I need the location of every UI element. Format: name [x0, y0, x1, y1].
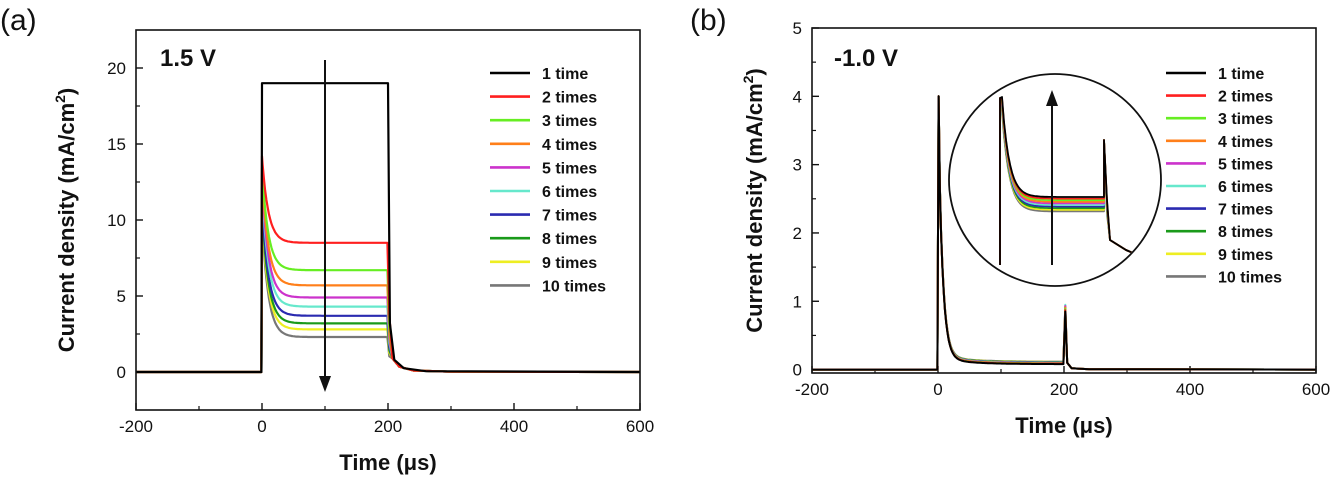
legend-entry: 6 times	[542, 184, 597, 201]
panel-a: (a) 1.5 V -200 0 200 400 600 0 5 10 15 20 1 time 2…	[0, 4, 654, 475]
series-line	[812, 95, 1317, 371]
x-tick-label: 600	[626, 417, 654, 436]
panel-b-series	[812, 95, 1317, 371]
series-line	[136, 167, 641, 374]
panel-a-x-axis-title: Time (μs)	[339, 450, 436, 475]
legend-entry: 5 times	[542, 160, 597, 177]
y-tick-label: 0	[793, 361, 802, 380]
series-line	[136, 82, 641, 374]
legend-entry: 10 times	[542, 278, 606, 295]
legend-entry: 5 times	[1218, 156, 1273, 173]
legend-entry: 10 times	[1218, 269, 1282, 286]
panel-a-annotation	[319, 60, 331, 392]
panel-a-label: (a)	[0, 4, 37, 37]
legend-entry: 2 times	[542, 90, 597, 107]
arrow-head-icon	[1046, 90, 1058, 106]
legend-entry: 2 times	[1218, 89, 1273, 106]
legend-entry: 1 time	[542, 66, 588, 83]
panel-b-plot-frame	[811, 27, 1317, 374]
panel-b-y-axis-title: Current density (mA/cm2)	[740, 68, 767, 333]
panel-a-legend: 1 time 2 times 3 times 4 times 5 times 6 time…	[490, 66, 606, 295]
series-line	[136, 179, 641, 374]
series-line	[136, 206, 641, 374]
inset-series	[999, 96, 1141, 265]
panel-b-label: (b)	[690, 4, 727, 37]
panel-a-plot-frame	[135, 29, 641, 411]
panel-a-y-axis-title: Current density (mA/cm2)	[52, 88, 79, 353]
inset-circle	[948, 73, 1162, 287]
y-tick-label: 15	[107, 135, 126, 154]
y-tick-label: 2	[793, 224, 802, 243]
legend-entry: 8 times	[1218, 224, 1273, 241]
legend-entry: 4 times	[542, 137, 597, 154]
panel-a-condition: 1.5 V	[160, 45, 216, 72]
y-tick-label: 3	[793, 156, 802, 175]
legend-entry: 3 times	[1218, 111, 1273, 128]
y-tick-label: 0	[117, 363, 126, 382]
y-tick-label: 5	[793, 19, 802, 38]
y-tick-label: 5	[117, 287, 126, 306]
y-tick-label: 1	[793, 292, 802, 311]
legend-entry: 3 times	[542, 113, 597, 130]
series-line	[136, 218, 641, 374]
panel-b-x-axis-title: Time (μs)	[1015, 413, 1112, 438]
x-tick-label: 400	[1176, 380, 1204, 399]
y-tick-label: 10	[107, 211, 126, 230]
x-tick-label: 200	[374, 417, 402, 436]
y-tick-label: 20	[107, 59, 126, 78]
legend-entry: 9 times	[542, 255, 597, 272]
legend-entry: 8 times	[542, 231, 597, 248]
x-tick-label: -200	[119, 417, 153, 436]
y-tick-label: 4	[793, 87, 802, 106]
legend-entry: 9 times	[1218, 247, 1273, 264]
x-tick-label: 600	[1302, 380, 1330, 399]
x-tick-label: 200	[1050, 380, 1078, 399]
x-tick-label: 0	[257, 417, 266, 436]
x-tick-label: -200	[795, 380, 829, 399]
series-line	[136, 173, 641, 374]
series-line	[136, 200, 641, 374]
legend-entry: 4 times	[1218, 134, 1273, 151]
x-tick-label: 400	[500, 417, 528, 436]
x-tick-label: 0	[933, 380, 942, 399]
panel-b-condition: -1.0 V	[834, 45, 898, 72]
series-line	[136, 155, 641, 374]
legend-entry: 1 time	[1218, 66, 1264, 83]
legend-entry: 7 times	[1218, 202, 1273, 219]
panel-a-series	[136, 82, 641, 374]
legend-entry: 6 times	[1218, 179, 1273, 196]
arrow-head-icon	[319, 376, 331, 392]
series-line	[136, 185, 641, 374]
series-line	[136, 212, 641, 374]
inset-series-line	[999, 96, 1141, 265]
panel-b-inset	[948, 73, 1162, 287]
panel-b-legend: 1 time 2 times 3 times 4 times 5 times 6 time…	[1166, 66, 1282, 286]
legend-entry: 7 times	[542, 208, 597, 225]
